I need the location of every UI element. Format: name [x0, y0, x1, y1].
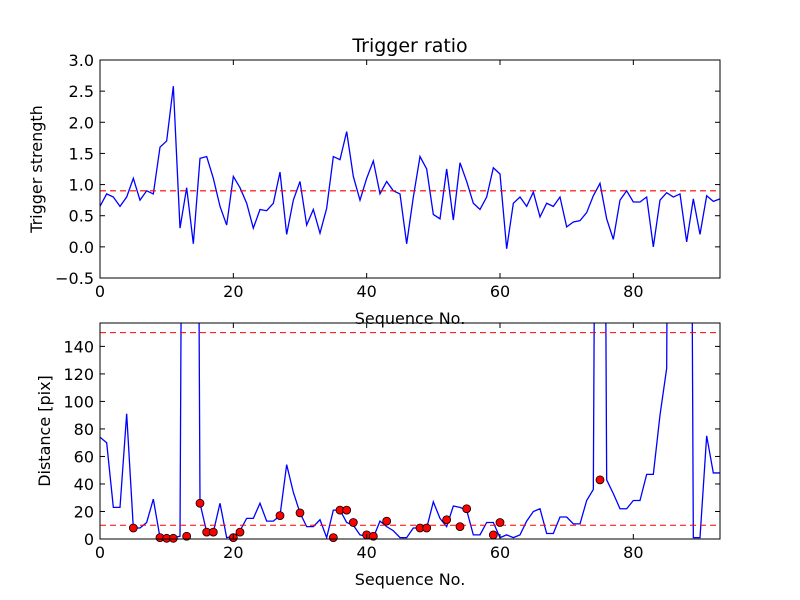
y-tick-label: 2.0 [69, 113, 94, 132]
y-tick-label: 1.0 [69, 176, 94, 195]
data-point-marker [295, 508, 305, 518]
x-tick-label: 0 [95, 543, 105, 562]
data-point-marker [442, 515, 452, 525]
x-tick-label: 80 [623, 282, 643, 301]
x-axis-label: Sequence No. [355, 309, 466, 328]
data-point-marker [168, 533, 178, 543]
x-tick-label: 40 [356, 543, 376, 562]
series-line-1 [100, 86, 720, 249]
data-point-marker [195, 498, 205, 508]
y-tick-label: 1.5 [69, 144, 94, 163]
y-tick-label: 0.0 [69, 238, 94, 257]
data-point-marker [235, 527, 245, 537]
data-point-marker [488, 530, 498, 540]
data-point-marker [368, 531, 378, 541]
x-tick-label: 40 [356, 282, 376, 301]
data-point-marker [462, 504, 472, 514]
x-tick-label: 80 [623, 543, 643, 562]
data-point-marker [275, 511, 285, 521]
y-axis-label: Trigger strength [27, 105, 46, 234]
data-point-marker [328, 533, 338, 543]
y-tick-label: 120 [63, 365, 94, 384]
x-tick-label: 20 [223, 282, 243, 301]
data-point-marker [348, 518, 358, 527]
y-tick-label: 20 [74, 502, 94, 521]
x-tick-label: 60 [490, 543, 510, 562]
series-line-1 [100, 323, 720, 539]
axes-frame [99, 59, 721, 279]
y-tick-label: 80 [74, 420, 94, 439]
data-point-marker [128, 523, 138, 533]
y-axis-label: Distance [pix] [35, 375, 54, 487]
y-tick-label: 2.5 [69, 82, 94, 101]
x-axis-label: Sequence No. [355, 570, 466, 589]
data-point-marker [342, 505, 352, 515]
data-point-marker [455, 522, 465, 532]
chart-panel-2: 0 20 40 60 80 0 20 40 60 80 100 120 140 Sequence No. D… [35, 322, 721, 589]
data-point-marker [382, 516, 392, 526]
y-tick-label: 3.0 [69, 51, 94, 70]
y-tick-label: 40 [74, 475, 94, 494]
chart-title: Trigger ratio [351, 35, 467, 57]
y-tick-label: 140 [63, 337, 94, 356]
x-tick-label: 60 [490, 282, 510, 301]
data-point-marker [595, 475, 605, 485]
axes-frame [99, 322, 721, 540]
data-point-marker [422, 523, 432, 533]
plot-area [100, 86, 720, 249]
y-tick-label: 60 [74, 447, 94, 466]
x-tick-label: 0 [95, 282, 105, 301]
y-tick-label: 0.5 [69, 207, 94, 226]
plot-area [100, 323, 720, 539]
data-point-marker [208, 527, 218, 537]
data-point-marker [182, 531, 192, 541]
data-point-marker [495, 518, 505, 527]
x-tick-label: 20 [223, 543, 243, 562]
y-tick-label: 100 [63, 392, 94, 411]
y-tick-label: 0 [84, 530, 94, 549]
y-tick-label: −0.5 [55, 269, 94, 288]
